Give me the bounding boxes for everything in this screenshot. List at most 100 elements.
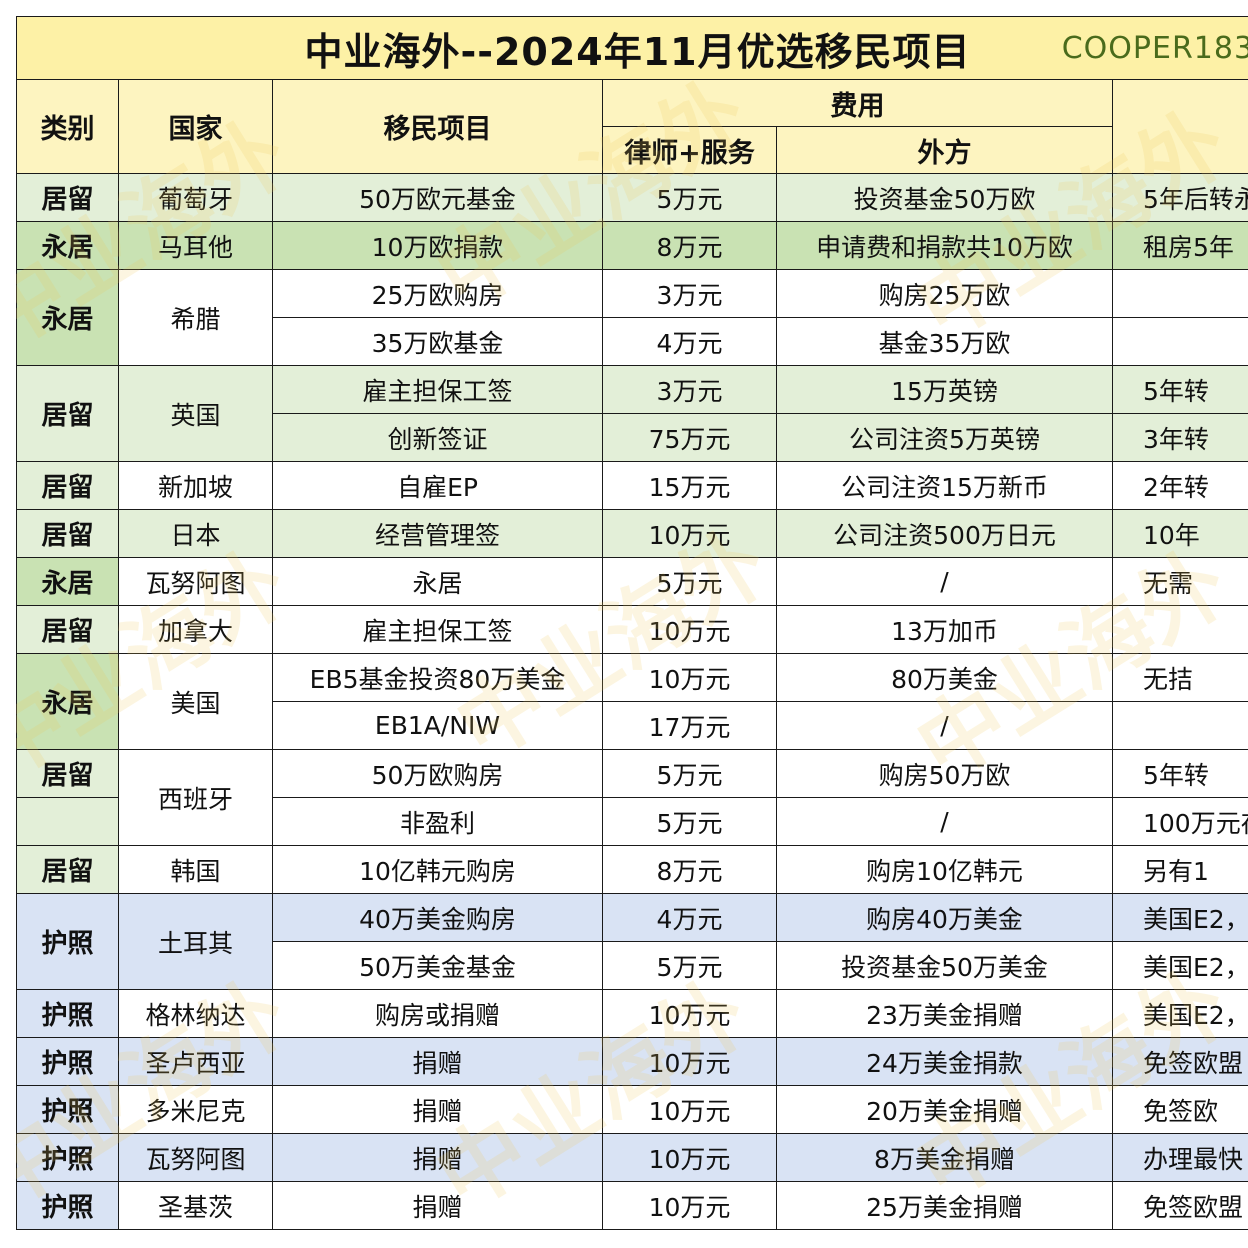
lawyer-fee-cell: 4万元 [602, 893, 777, 942]
lawyer-fee-cell: 8万元 [602, 845, 777, 894]
header-project: 移民项目 [272, 79, 603, 174]
table-row: 创新签证 75万元 公司注资5万英镑 3年转 [17, 413, 1248, 462]
table-row: 永居 瓦努阿图 永居 5万元 / 无需 [16, 557, 1248, 606]
note-cell: 2年转 [1111, 461, 1248, 510]
table-row: 护照 瓦努阿图 捐赠 10万元 8万美金捐赠 办理最快 [16, 1133, 1248, 1182]
lawyer-fee-cell: 10万元 [602, 1133, 777, 1182]
project-cell: 自雇EP [272, 461, 603, 510]
note-cell: 无需 [1111, 557, 1248, 606]
foreign-fee-cell: 20万美金捐赠 [776, 1085, 1113, 1134]
category-cell: 居留 [16, 749, 119, 798]
foreign-fee-cell: 8万美金捐赠 [776, 1133, 1113, 1182]
lawyer-fee-cell: 8万元 [602, 221, 777, 270]
project-cell: 经营管理签 [272, 509, 603, 558]
foreign-fee-cell: 申请费和捐款共10万欧 [776, 221, 1113, 270]
lawyer-fee-cell: 5万元 [602, 749, 777, 798]
lawyer-fee-cell: 15万元 [602, 461, 777, 510]
project-cell: 购房或捐赠 [272, 989, 603, 1038]
lawyer-fee-cell: 10万元 [602, 509, 777, 558]
project-cell: 50万欧元基金 [272, 173, 603, 222]
lawyer-fee-cell: 5万元 [602, 941, 777, 990]
country-cell: 加拿大 [118, 605, 273, 654]
note-cell: 租房5年 [1111, 221, 1248, 270]
foreign-fee-cell: / [776, 701, 1113, 750]
category-cell: 护照 [16, 1181, 119, 1230]
table-row: 居留 加拿大 雇主担保工签 10万元 13万加币 [16, 605, 1248, 654]
category-cell: 护照 [16, 1133, 119, 1182]
country-cell: 瓦努阿图 [118, 1133, 273, 1182]
project-cell: 10亿韩元购房 [272, 845, 603, 894]
foreign-fee-cell: 购房10亿韩元 [776, 845, 1113, 894]
country-cell: 英国 [118, 365, 273, 462]
category-cell: 护照 [16, 989, 119, 1038]
foreign-fee-cell: / [776, 557, 1113, 606]
country-cell: 西班牙 [118, 749, 273, 846]
lawyer-fee-cell: 10万元 [602, 1085, 777, 1134]
table-row: 居留 英国 雇主担保工签 3万元 15万英镑 5年转 [16, 365, 1248, 462]
foreign-fee-cell: 23万美金捐赠 [776, 989, 1113, 1038]
lawyer-fee-cell: 4万元 [602, 317, 777, 366]
category-cell: 护照 [16, 893, 119, 990]
note-cell: 免签欧盟 [1111, 1181, 1248, 1230]
category-cell: 居留 [16, 509, 119, 558]
table-row: 护照 格林纳达 购房或捐赠 10万元 23万美金捐赠 美国E2， [16, 989, 1248, 1038]
note-cell [1111, 317, 1248, 366]
table-row: 护照 土耳其 40万美金购房 4万元 购房40万美金 美国E2， [16, 893, 1248, 990]
project-cell: 捐赠 [272, 1181, 603, 1230]
foreign-fee-cell: 投资基金50万美金 [776, 941, 1113, 990]
table-row: 居留 新加坡 自雇EP 15万元 公司注资15万新币 2年转 [16, 461, 1248, 510]
note-cell: 办理最快 [1111, 1133, 1248, 1182]
foreign-fee-cell: / [776, 797, 1113, 846]
country-cell: 葡萄牙 [118, 173, 273, 222]
table-row: 护照 圣卢西亚 捐赠 10万元 24万美金捐款 免签欧盟 [16, 1037, 1248, 1086]
lawyer-fee-cell: 10万元 [602, 989, 777, 1038]
table-row: 永居 希腊 25万欧购房 3万元 购房25万欧 [16, 269, 1248, 366]
immigration-table: 中业海外--2024年11月优选移民项目 COOPER183 类别 国家 移民项… [16, 16, 1248, 1230]
header-note [1111, 79, 1248, 174]
header-fee: 费用 [602, 79, 1113, 127]
project-cell: 40万美金购房 [272, 893, 603, 942]
note-cell: 5年后转永 [1111, 173, 1248, 222]
lawyer-fee-cell: 10万元 [602, 1181, 777, 1230]
project-cell: 捐赠 [272, 1037, 603, 1086]
project-cell: 非盈利 [272, 797, 603, 846]
country-cell: 韩国 [118, 845, 273, 894]
header-country: 国家 [118, 79, 273, 174]
note-cell: 5年转 [1111, 365, 1248, 414]
note-cell [1111, 605, 1248, 654]
country-cell: 瓦努阿图 [118, 557, 273, 606]
country-cell: 格林纳达 [118, 989, 273, 1038]
foreign-fee-cell: 公司注资500万日元 [776, 509, 1113, 558]
country-cell: 日本 [118, 509, 273, 558]
project-cell: EB5基金投资80万美金 [272, 653, 603, 702]
foreign-fee-cell: 公司注资15万新币 [776, 461, 1113, 510]
lawyer-fee-cell: 10万元 [602, 1037, 777, 1086]
category-cell [16, 797, 119, 846]
country-cell: 马耳他 [118, 221, 273, 270]
note-cell: 10年 [1111, 509, 1248, 558]
note-cell [1111, 269, 1248, 318]
lawyer-fee-cell: 10万元 [602, 605, 777, 654]
note-cell: 无拮 [1111, 653, 1248, 702]
table-row: 35万欧基金 4万元 基金35万欧 [17, 317, 1248, 366]
project-cell: 50万美金基金 [272, 941, 603, 990]
foreign-fee-cell: 公司注资5万英镑 [776, 413, 1113, 462]
header-category: 类别 [16, 79, 119, 174]
note-cell: 美国E2， [1111, 989, 1248, 1038]
foreign-fee-cell: 基金35万欧 [776, 317, 1113, 366]
category-cell: 护照 [16, 1037, 119, 1086]
project-cell: 永居 [272, 557, 603, 606]
table-row: EB1A/NIW 17万元 / [17, 701, 1248, 750]
category-cell: 永居 [16, 653, 119, 750]
header-foreign: 外方 [776, 126, 1113, 174]
project-cell: 捐赠 [272, 1133, 603, 1182]
foreign-fee-cell: 13万加币 [776, 605, 1113, 654]
title-cell: 中业海外--2024年11月优选移民项目 COOPER183 [16, 16, 1248, 80]
project-cell: 10万欧捐款 [272, 221, 603, 270]
project-cell: 25万欧购房 [272, 269, 603, 318]
category-cell: 永居 [16, 557, 119, 606]
foreign-fee-cell: 25万美金捐赠 [776, 1181, 1113, 1230]
lawyer-fee-cell: 5万元 [602, 797, 777, 846]
table-row: 居留 日本 经营管理签 10万元 公司注资500万日元 10年 [16, 509, 1248, 558]
country-cell: 土耳其 [118, 893, 273, 990]
